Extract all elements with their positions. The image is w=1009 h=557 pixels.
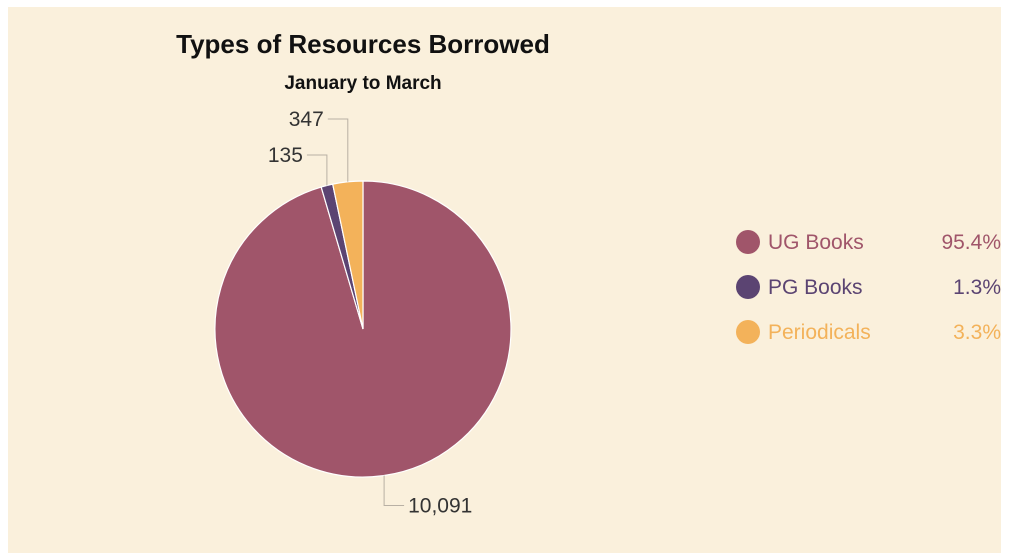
legend-item-periodicals[interactable]: Periodicals 3.3% [736,320,1001,344]
legend-label-periodicals: Periodicals [768,321,871,344]
chart-frame: Types of Resources Borrowed January to M… [8,7,1001,553]
legend-percent-ug-books: 95.4% [941,231,1001,254]
leader-line-pg-books [306,154,328,186]
legend-marker-periodicals [736,320,760,344]
data-label-ug-books: 10,091 [408,494,472,517]
chart-legend: UG Books 95.4% PG Books 1.3% Periodicals 3.3% [736,230,1001,344]
legend-marker-pg-books [736,275,760,299]
legend-percent-pg-books: 1.3% [953,276,1001,299]
pie-chart: Types of Resources Borrowed January to M… [176,29,1001,517]
legend-label-pg-books: PG Books [768,276,863,299]
leader-line-ug-books [383,475,405,506]
leader-line-periodicals [327,118,349,182]
pie-data-labels: 10,091 135 347 [268,108,472,517]
legend-label-ug-books: UG Books [768,231,864,254]
data-label-periodicals: 347 [289,108,324,131]
chart-title: Types of Resources Borrowed [176,29,550,59]
chart-subtitle: January to March [284,73,441,94]
data-label-pg-books: 135 [268,144,303,167]
legend-percent-periodicals: 3.3% [953,321,1001,344]
pie-slices [214,180,512,478]
legend-item-ug-books[interactable]: UG Books 95.4% [736,230,1001,254]
pie-leader-lines [306,118,405,506]
legend-marker-ug-books [736,230,760,254]
legend-item-pg-books[interactable]: PG Books 1.3% [736,275,1001,299]
